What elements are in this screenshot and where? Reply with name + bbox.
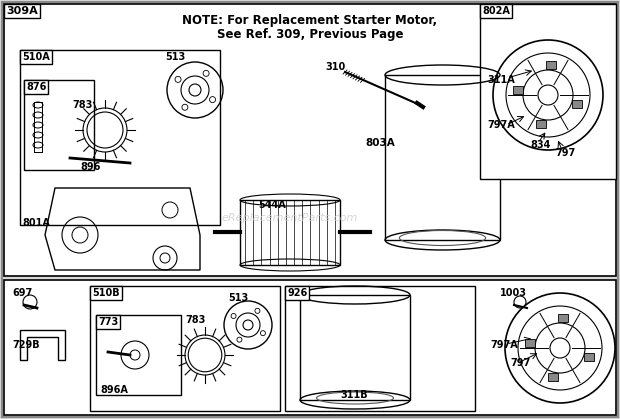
Bar: [548, 373, 558, 381]
Text: 803A: 803A: [365, 138, 395, 148]
Text: 544A: 544A: [258, 200, 286, 210]
Bar: [385, 75, 500, 240]
Text: eReplacementParts.com: eReplacementParts.com: [222, 213, 358, 223]
Bar: [583, 353, 594, 361]
Bar: [557, 314, 568, 322]
Bar: [536, 120, 546, 128]
Text: 311A: 311A: [487, 75, 515, 85]
Text: 513: 513: [165, 52, 185, 62]
Text: 513: 513: [228, 293, 248, 303]
Bar: [546, 61, 556, 69]
Text: 773: 773: [98, 317, 118, 327]
Text: 834: 834: [530, 140, 551, 150]
Text: 896A: 896A: [100, 385, 128, 395]
Bar: [285, 286, 475, 411]
Text: 783: 783: [185, 315, 205, 325]
Bar: [513, 86, 523, 94]
Bar: [525, 339, 536, 347]
Bar: [300, 295, 410, 400]
Bar: [90, 286, 280, 411]
Text: 697: 697: [12, 288, 32, 298]
Text: 802A: 802A: [482, 6, 510, 16]
Text: 729B: 729B: [12, 340, 40, 350]
Text: 797A: 797A: [487, 120, 515, 130]
Bar: [4, 280, 616, 415]
Text: 876: 876: [26, 82, 46, 92]
Bar: [480, 4, 616, 179]
Bar: [24, 80, 94, 170]
Text: NOTE: For Replacement Starter Motor,: NOTE: For Replacement Starter Motor,: [182, 14, 438, 27]
Text: 926: 926: [287, 288, 308, 298]
Bar: [96, 315, 181, 395]
Bar: [20, 50, 220, 225]
Text: 310: 310: [325, 62, 345, 72]
Text: See Ref. 309, Previous Page: See Ref. 309, Previous Page: [217, 28, 403, 41]
Text: 797: 797: [555, 148, 575, 158]
Bar: [572, 100, 582, 108]
Text: 1003: 1003: [500, 288, 527, 298]
Text: 510A: 510A: [22, 52, 50, 62]
Text: 783: 783: [72, 100, 92, 110]
Text: 797A: 797A: [490, 340, 518, 350]
Text: 797: 797: [510, 358, 530, 368]
Text: 801A: 801A: [22, 218, 50, 228]
Bar: [240, 200, 340, 265]
Text: 311B: 311B: [340, 390, 368, 400]
Bar: [4, 4, 616, 276]
Text: 510B: 510B: [92, 288, 120, 298]
Text: 896: 896: [80, 162, 100, 172]
Text: 309A: 309A: [6, 6, 38, 16]
